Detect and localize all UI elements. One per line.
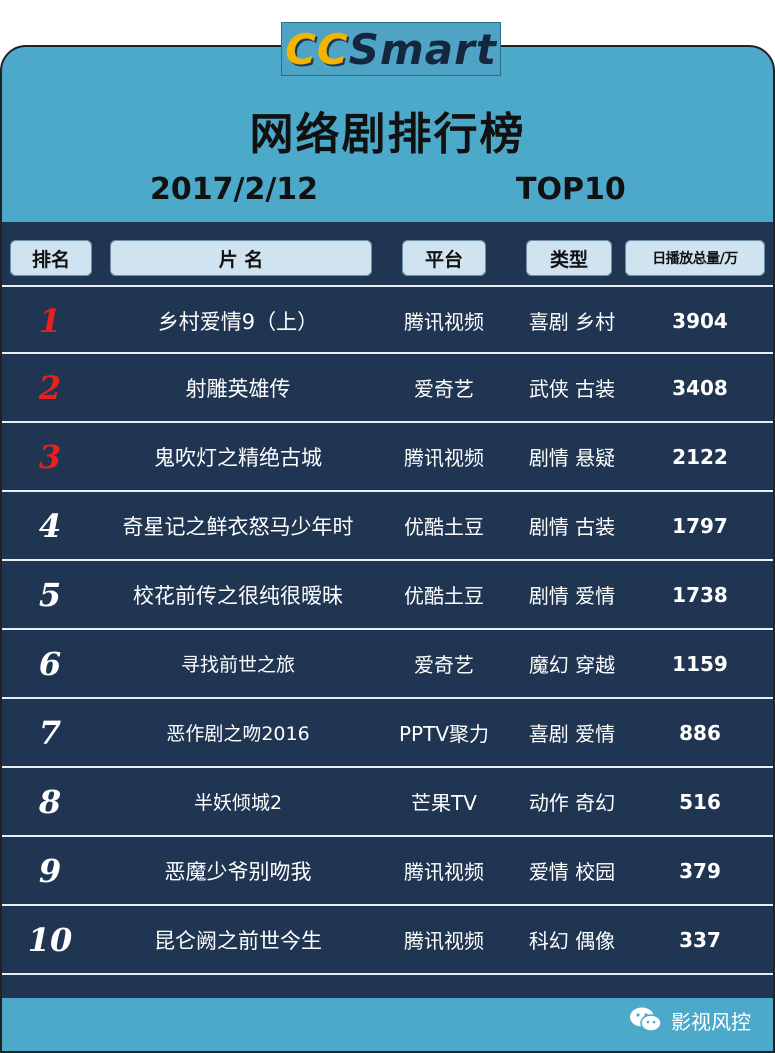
daily-views: 3904	[672, 308, 728, 333]
show-title: 半妖倾城2	[193, 792, 283, 814]
daily-views: 1797	[672, 513, 728, 538]
table-row: 7 恶作剧之吻2016 PPTV聚力 喜剧 爱情 886	[2, 699, 773, 768]
table-row: 5 校花前传之很纯很暧昧 优酷土豆 剧情 爱情 1738	[2, 561, 773, 630]
daily-views: 2122	[672, 444, 728, 469]
platform: 优酷土豆	[404, 584, 484, 608]
genre: 科幻 偶像	[528, 929, 616, 953]
platform: 爱奇艺	[414, 377, 474, 401]
daily-views: 886	[679, 720, 721, 745]
daily-views: 379	[679, 858, 721, 883]
wechat-icon	[630, 1007, 662, 1032]
table-row: 8 半妖倾城2 芒果TV 动作 奇幻 516	[2, 768, 773, 837]
table-row: 4 奇星记之鲜衣怒马少年时 优酷土豆 剧情 古装 1797	[2, 492, 773, 561]
show-title: 校花前传之很纯很暧昧	[133, 583, 343, 608]
rank-number: 1	[38, 301, 62, 340]
genre: 剧情 古装	[528, 515, 616, 539]
daily-views: 3408	[672, 375, 728, 400]
ranking-board: 排名 片 名 平台 类型 日播放总量/万 1 乡村爱情9（上） 腾讯视频 喜剧 …	[2, 222, 773, 998]
table-row: 1 乡村爱情9（上） 腾讯视频 喜剧 乡村 3904	[2, 285, 773, 354]
genre: 剧情 爱情	[528, 584, 616, 608]
rank-number: 7	[38, 713, 62, 752]
genre: 喜剧 乡村	[528, 310, 616, 334]
top10-label: TOP10	[516, 172, 626, 207]
rank-number: 2	[38, 368, 62, 407]
platform: 腾讯视频	[404, 310, 484, 334]
show-title: 鬼吹灯之精绝古城	[154, 445, 322, 470]
header-platform: 平台	[402, 240, 486, 276]
show-title: 射雕英雄传	[185, 376, 291, 401]
daily-views: 337	[679, 927, 721, 952]
show-title: 奇星记之鲜衣怒马少年时	[122, 514, 354, 539]
page-title: 网络剧排行榜	[249, 109, 526, 160]
watermark-text: 影视风控	[671, 1009, 751, 1034]
platform: 腾讯视频	[404, 860, 484, 884]
show-title: 乡村爱情9（上）	[157, 309, 319, 334]
header-type: 类型	[526, 240, 612, 276]
show-title: 恶作剧之吻2016	[166, 723, 310, 745]
ranking-list: 1 乡村爱情9（上） 腾讯视频 喜剧 乡村 3904 2 射雕英雄传 爱奇艺 武…	[2, 285, 773, 975]
platform: 优酷土豆	[404, 515, 484, 539]
watermark: 影视风控	[629, 1004, 751, 1036]
rank-number: 4	[38, 506, 62, 545]
genre: 动作 奇幻	[528, 791, 616, 815]
genre: 剧情 悬疑	[528, 446, 616, 470]
table-row: 9 恶魔少爷别吻我 腾讯视频 爱情 校园 379	[2, 837, 773, 906]
genre: 喜剧 爱情	[528, 722, 616, 746]
genre: 武侠 古装	[528, 377, 616, 401]
daily-views: 516	[679, 789, 721, 814]
header-views: 日播放总量/万	[625, 240, 765, 276]
platform: 芒果TV	[411, 791, 477, 815]
show-title: 恶魔少爷别吻我	[164, 859, 312, 884]
table-row: 3 鬼吹灯之精绝古城 腾讯视频 剧情 悬疑 2122	[2, 423, 773, 492]
ranking-date: 2017/2/12	[150, 172, 319, 207]
rank-number: 10	[27, 920, 73, 959]
platform: 腾讯视频	[404, 929, 484, 953]
rank-number: 8	[38, 782, 62, 821]
show-title: 寻找前世之旅	[180, 654, 295, 676]
rank-number: 9	[38, 851, 62, 890]
rank-number: 5	[38, 575, 62, 614]
header-title: 片 名	[110, 240, 372, 276]
ccsmart-logo: CC Smart	[281, 22, 501, 76]
logo-smart: Smart	[348, 24, 497, 74]
show-title: 昆仑阙之前世今生	[154, 928, 322, 953]
daily-views: 1159	[672, 651, 728, 676]
genre: 魔幻 穿越	[528, 653, 616, 677]
table-row: 6 寻找前世之旅 爱奇艺 魔幻 穿越 1159	[2, 630, 773, 699]
header-rank: 排名	[10, 240, 92, 276]
logo-cc: CC	[285, 24, 349, 74]
table-row: 2 射雕英雄传 爱奇艺 武侠 古装 3408	[2, 354, 773, 423]
platform: 腾讯视频	[404, 446, 484, 470]
genre: 爱情 校园	[528, 860, 616, 884]
platform: 爱奇艺	[414, 653, 474, 677]
table-row: 10 昆仑阙之前世今生 腾讯视频 科幻 偶像 337	[2, 906, 773, 975]
daily-views: 1738	[672, 582, 728, 607]
rank-number: 3	[38, 437, 62, 476]
rank-number: 6	[38, 644, 62, 683]
platform: PPTV聚力	[398, 722, 490, 746]
